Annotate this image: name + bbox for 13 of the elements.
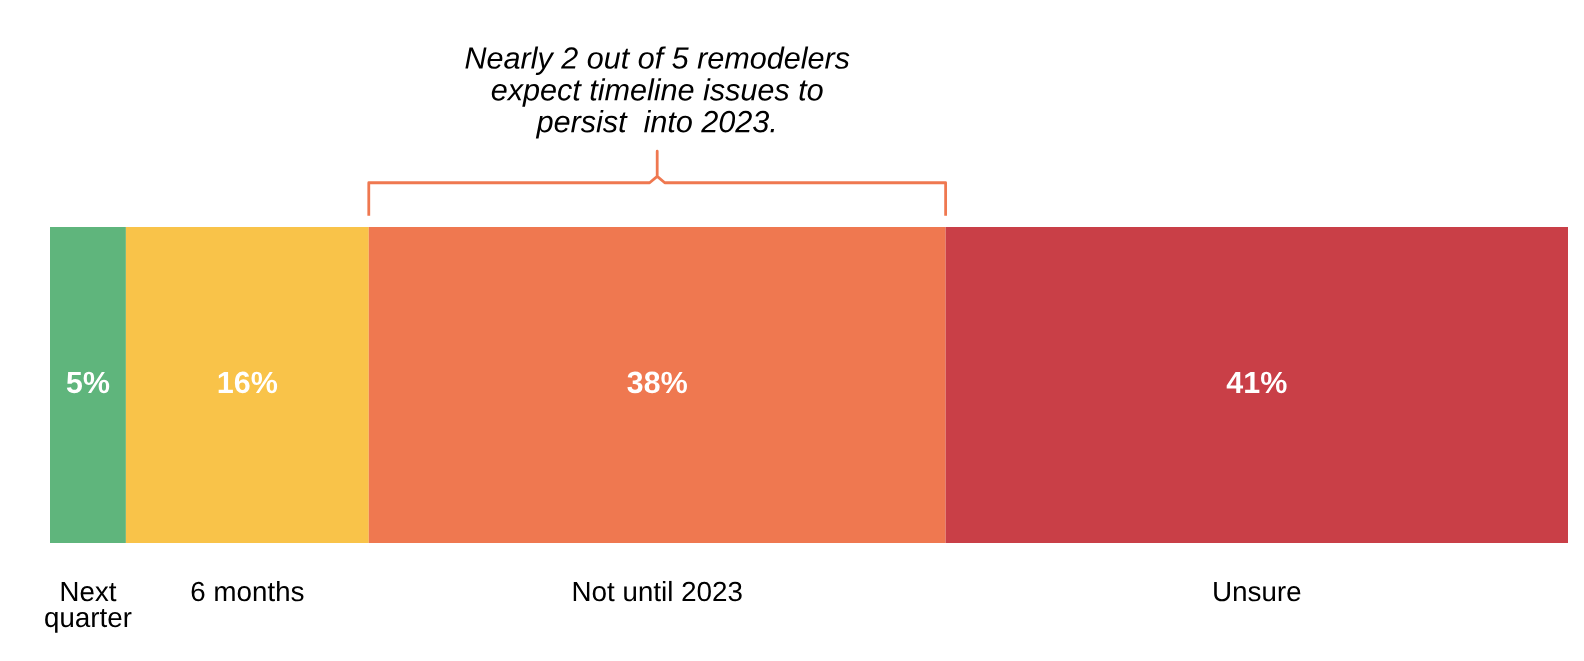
data-label: 16% xyxy=(218,371,278,394)
series-label: Next quarter xyxy=(45,581,132,633)
bar xyxy=(50,227,126,543)
series-label: Not until 2023 xyxy=(573,580,742,602)
bar xyxy=(368,227,946,543)
text: Nearly 2 out of 5 remodelers expect timeline issues to persist into 2023. xyxy=(465,46,850,139)
series-label: 6 months xyxy=(191,580,304,602)
bar xyxy=(945,227,1568,543)
data-label: 41% xyxy=(1226,371,1287,394)
series-label: Unsure xyxy=(1214,581,1301,602)
bar xyxy=(125,227,369,543)
data-label: 38% xyxy=(627,371,687,394)
data-label: 5% xyxy=(66,371,110,394)
